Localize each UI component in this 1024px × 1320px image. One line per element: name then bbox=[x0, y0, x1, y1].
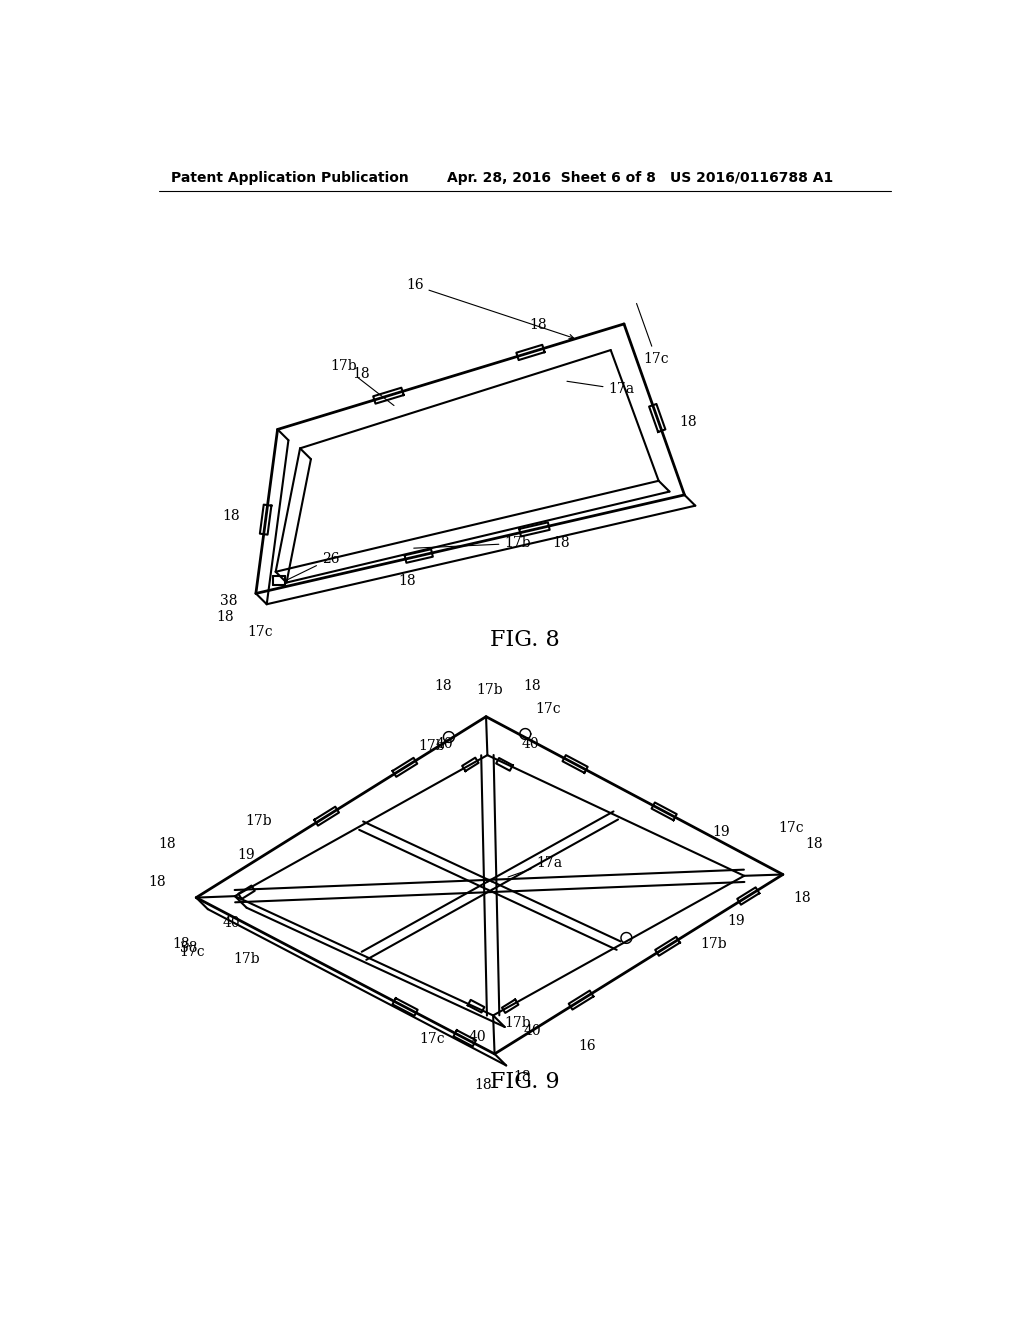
Text: 17b: 17b bbox=[330, 359, 394, 405]
Text: 17c: 17c bbox=[420, 1031, 445, 1045]
Text: 16: 16 bbox=[406, 279, 573, 339]
Text: 19: 19 bbox=[728, 913, 745, 928]
Text: US 2016/0116788 A1: US 2016/0116788 A1 bbox=[671, 170, 834, 185]
Text: 17c: 17c bbox=[536, 702, 561, 715]
Text: 17b: 17b bbox=[419, 739, 445, 752]
Text: 17b: 17b bbox=[505, 1016, 531, 1030]
Text: 19: 19 bbox=[238, 849, 255, 862]
Text: 40: 40 bbox=[469, 1030, 486, 1044]
Text: 17b: 17b bbox=[245, 813, 271, 828]
Text: FIG. 8: FIG. 8 bbox=[489, 628, 560, 651]
Text: 17b: 17b bbox=[476, 682, 503, 697]
Text: 18: 18 bbox=[805, 837, 822, 850]
Text: 19: 19 bbox=[712, 825, 730, 840]
Text: 16: 16 bbox=[579, 1039, 596, 1053]
Text: 18: 18 bbox=[352, 367, 370, 381]
Text: 18: 18 bbox=[474, 1077, 492, 1092]
Text: 40: 40 bbox=[436, 737, 454, 751]
Text: 18: 18 bbox=[794, 891, 811, 904]
Text: 26: 26 bbox=[286, 552, 339, 581]
Text: 17a: 17a bbox=[567, 381, 635, 396]
Text: 38: 38 bbox=[220, 594, 238, 609]
Text: 18: 18 bbox=[216, 610, 233, 623]
Text: 18: 18 bbox=[523, 678, 542, 693]
Text: 17c: 17c bbox=[778, 821, 804, 836]
Text: 40: 40 bbox=[222, 916, 240, 931]
Text: 18: 18 bbox=[680, 414, 697, 429]
Text: 17c: 17c bbox=[637, 304, 669, 366]
Text: 40: 40 bbox=[523, 1024, 541, 1038]
Text: 18: 18 bbox=[529, 318, 547, 333]
Text: 17b: 17b bbox=[233, 952, 260, 966]
Text: 18: 18 bbox=[513, 1071, 530, 1084]
Text: 17c: 17c bbox=[247, 624, 272, 639]
Text: 18: 18 bbox=[553, 536, 570, 550]
Text: 18: 18 bbox=[398, 574, 416, 587]
Text: 18: 18 bbox=[158, 837, 175, 850]
Text: 40: 40 bbox=[521, 737, 539, 751]
Text: 18: 18 bbox=[222, 508, 240, 523]
Text: 18: 18 bbox=[434, 678, 453, 693]
Text: FIG. 9: FIG. 9 bbox=[490, 1072, 559, 1093]
Text: 18: 18 bbox=[172, 937, 189, 950]
Text: Patent Application Publication: Patent Application Publication bbox=[171, 170, 409, 185]
Text: 17c: 17c bbox=[179, 945, 205, 958]
Text: 17b: 17b bbox=[699, 937, 726, 950]
Text: 17a: 17a bbox=[508, 855, 562, 876]
Text: Apr. 28, 2016  Sheet 6 of 8: Apr. 28, 2016 Sheet 6 of 8 bbox=[447, 170, 656, 185]
Text: 17b: 17b bbox=[414, 536, 531, 550]
Text: 38: 38 bbox=[179, 941, 198, 954]
Text: 18: 18 bbox=[148, 875, 166, 890]
